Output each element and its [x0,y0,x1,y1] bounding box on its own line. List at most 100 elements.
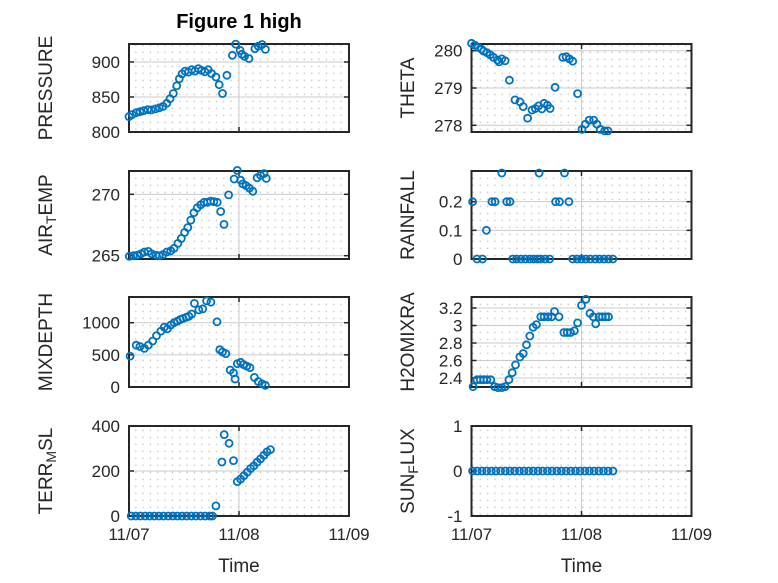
y-tick-labels: 265 270 [92,185,120,265]
data-point-marker [135,342,145,351]
data-point-marker [584,115,594,125]
data-point-marker [547,466,557,476]
data-point-marker [540,254,550,264]
data-point-marker [594,466,604,476]
data-point-marker [222,70,232,80]
data-point-marker [182,511,192,521]
y-tick-label: 200 [92,462,120,481]
y-tick-label: 0 [453,250,462,269]
data-point-marker [577,300,586,310]
scatter-points [124,165,271,261]
data-point-marker [543,312,553,322]
data-point-marker [497,168,507,178]
data-point-marker [135,511,145,521]
data-point-marker [152,331,161,341]
data-point-marker [472,254,482,264]
data-point-marker [518,102,528,111]
data-point-marker [601,312,611,322]
data-point-marker [608,254,618,264]
data-point-marker [196,511,205,521]
data-point-marker [150,104,160,114]
data-point-marker [502,197,512,207]
data-point-marker [560,168,569,178]
data-point-marker [599,466,608,476]
scatter-points [468,294,613,393]
data-point-marker [126,511,136,521]
data-point-marker [202,296,212,306]
data-point-marker [261,173,271,183]
x-tick-label: 11/07 [108,525,149,544]
data-point-marker [504,375,514,385]
data-point-marker [260,380,270,390]
data-point-marker [525,331,535,341]
y-axis-label: RAINFALL [398,170,419,260]
data-point-marker [581,254,591,264]
data-point-marker [259,169,269,178]
y-axis-label: THETA [398,57,419,118]
y-axis-label: AIRTEMP [36,174,59,255]
data-point-marker [191,511,201,521]
y-tick-label: 0 [453,462,462,481]
y-tick-labels: 2.42.62.833.2 [439,299,463,388]
data-point-marker [162,247,172,257]
data-point-marker [125,351,135,361]
data-point-marker [187,309,197,319]
y-tick-label: 279 [434,79,462,98]
x-tick-label: 11/09 [671,525,712,544]
data-point-marker [211,501,221,511]
data-point-marker [555,197,564,207]
y-tick-label: 500 [92,346,120,365]
subplot-air-temp: 265 270 AIRTEMP [36,165,350,266]
major-grid [471,44,692,132]
y-tick-labels: 0 500 1000 [82,314,120,397]
y-tick-label: 400 [92,417,120,436]
scatter-points [124,39,270,121]
subplot-terr-msl: 0 200 400 11/07 11/08 11/09 Time TERRMSL [36,417,370,577]
data-point-marker [472,466,482,476]
data-point-marker [214,80,224,90]
data-point-marker [511,360,520,370]
y-tick-label: 0 [111,378,120,397]
y-tick-labels: 0 200 400 [92,417,120,526]
data-point-marker [172,511,182,521]
data-point-marker [183,223,193,232]
data-point-marker [575,466,585,476]
data-point-marker [189,298,199,308]
data-point-marker [515,466,524,476]
data-point-marker [545,254,554,264]
data-point-marker [245,363,255,373]
y-tick-label: 2.8 [439,334,463,353]
data-point-marker [477,466,487,476]
data-point-marker [265,445,275,455]
data-point-marker [591,319,601,329]
data-point-marker [140,511,150,521]
data-point-marker [490,197,500,207]
data-point-marker [128,251,138,261]
data-point-marker [487,197,497,207]
data-point-marker [224,438,234,448]
data-point-marker [568,254,578,264]
scatter-points [467,38,613,136]
data-point-marker [552,466,562,476]
y-tick-labels: 0 0.1 0.2 [439,193,463,269]
data-point-marker [510,466,519,476]
subplot-rainfall: 0 0.1 0.2 RAINFALL [398,168,693,269]
data-point-marker [521,254,530,264]
y-axis-label: TERRMSL [36,428,59,515]
data-point-marker [589,466,599,476]
y-tick-label: 2.6 [439,351,463,370]
y-tick-label: 270 [92,185,120,204]
y-tick-label: 900 [92,53,120,72]
scatter-points [125,296,270,390]
data-point-marker [568,56,578,66]
data-point-marker [572,254,582,264]
data-point-marker [500,466,510,476]
figure-title: Figure 1 high [176,11,302,33]
data-point-marker [532,320,541,330]
data-point-marker [536,254,546,264]
data-point-marker [585,254,595,264]
data-point-marker [507,368,517,378]
data-point-marker [518,349,528,358]
